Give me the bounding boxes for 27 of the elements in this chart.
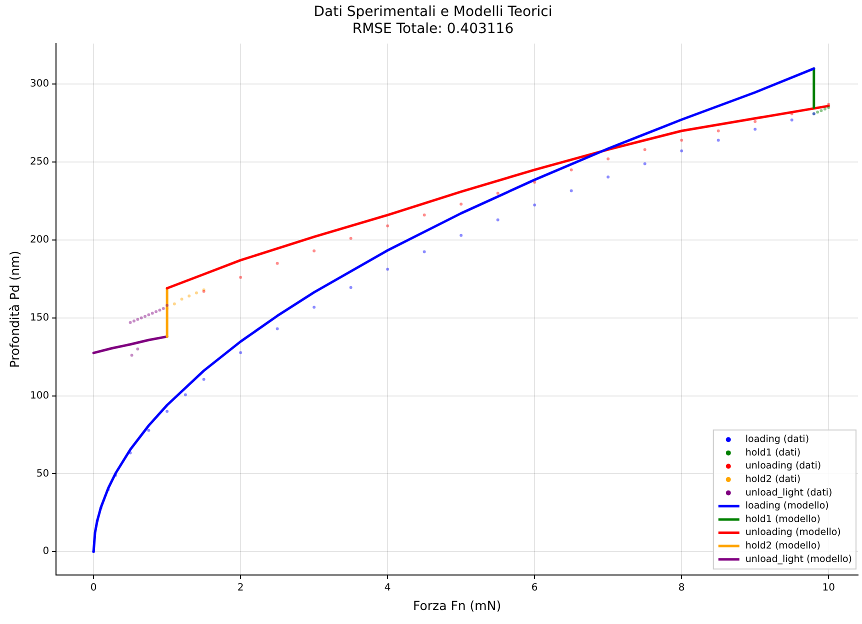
x-tick-label: 10: [822, 582, 835, 594]
chart-subtitle: RMSE Totale: 0.403116: [352, 20, 514, 37]
legend-label: unload_light (modello): [745, 554, 852, 565]
y-tick-label: 300: [30, 78, 50, 90]
legend-label: hold2 (dati): [745, 474, 801, 486]
legend-label: hold1 (modello): [745, 514, 820, 525]
y-axis-title: Profondità Pd (nm): [6, 250, 22, 368]
x-tick-label: 0: [90, 582, 97, 594]
legend-label: hold1 (dati): [745, 447, 801, 458]
y-tick-label: 150: [30, 312, 50, 324]
y-tick-label: 100: [30, 390, 50, 402]
y-tick-label: 250: [30, 156, 50, 168]
legend-label: hold2 (modello): [745, 540, 820, 552]
x-axis-title: Forza Fn (mN): [412, 598, 502, 613]
x-tick-label: 2: [237, 582, 244, 594]
y-tick-label: 50: [36, 468, 50, 480]
chart-title: Dati Sperimentali e Modelli Teorici: [314, 4, 552, 20]
y-tick-label: 0: [42, 546, 50, 558]
x-tick-label: 8: [678, 582, 685, 594]
legend-label: unload_light (dati): [745, 487, 832, 498]
y-tick-label: 200: [30, 234, 50, 246]
legend-label: unloading (dati): [745, 460, 822, 472]
legend-label: loading (dati): [745, 434, 810, 446]
legend-label: loading (modello): [745, 500, 829, 512]
x-tick-label: 6: [531, 582, 538, 594]
x-tick-label: 4: [384, 582, 391, 594]
legend-label: unloading (modello): [745, 527, 841, 538]
